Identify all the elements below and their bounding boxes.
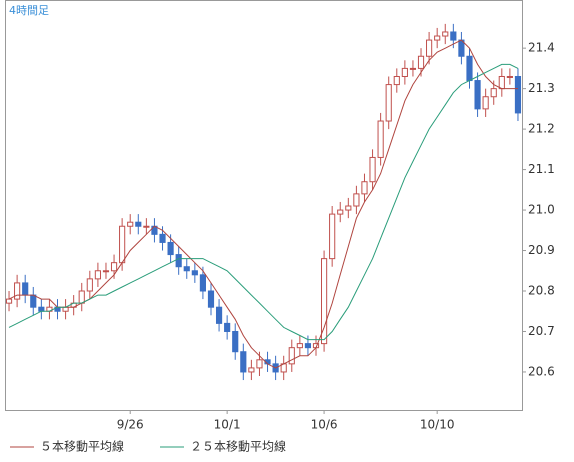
plot-area bbox=[5, 0, 523, 411]
legend-label: ２５本移動平均線 bbox=[190, 439, 286, 454]
candle-body bbox=[78, 290, 85, 304]
candle-body bbox=[442, 31, 449, 37]
candle-body bbox=[409, 67, 417, 70]
candle-body bbox=[329, 213, 336, 260]
candle-body bbox=[191, 270, 198, 276]
candle-body bbox=[304, 343, 312, 349]
candle-body bbox=[127, 221, 134, 227]
candle-body bbox=[62, 306, 69, 312]
candle-body bbox=[86, 278, 93, 292]
candle-body bbox=[377, 120, 384, 158]
candle-body bbox=[450, 31, 457, 41]
candle-body bbox=[248, 367, 255, 373]
candle-body bbox=[288, 347, 295, 365]
legend-label: ５本移動平均線 bbox=[40, 439, 124, 454]
candle-body bbox=[393, 75, 400, 86]
x-tick-label: 10/10 bbox=[420, 418, 455, 432]
candle-body bbox=[466, 55, 473, 82]
candle-body bbox=[119, 225, 126, 264]
candle-body bbox=[14, 282, 21, 300]
candle-body bbox=[321, 258, 328, 345]
y-tick-label: 21.0 bbox=[528, 203, 555, 217]
candle-body bbox=[199, 274, 206, 292]
candle-body bbox=[482, 96, 489, 110]
candle-body bbox=[434, 35, 441, 41]
y-tick-label: 21.1 bbox=[528, 162, 555, 176]
candle-body bbox=[506, 75, 513, 78]
y-tick-label: 21.2 bbox=[528, 122, 555, 136]
y-tick-label: 20.8 bbox=[528, 284, 555, 298]
y-tick-label: 20.9 bbox=[528, 243, 555, 257]
candle-body bbox=[232, 330, 239, 353]
candle-body bbox=[361, 181, 368, 195]
candle-body bbox=[224, 322, 231, 332]
candle-body bbox=[183, 266, 190, 272]
y-tick-label: 20.6 bbox=[528, 364, 555, 378]
y-tick-label: 20.7 bbox=[528, 324, 555, 338]
candle-body bbox=[110, 262, 118, 272]
chart-title: 4時間足 bbox=[9, 4, 49, 17]
candle-body bbox=[514, 75, 522, 114]
ma-line bbox=[8, 39, 518, 369]
candle-body bbox=[256, 359, 263, 369]
x-tick-label: 10/6 bbox=[311, 418, 338, 432]
y-tick-label: 21.4 bbox=[528, 41, 555, 55]
candle-body bbox=[474, 80, 481, 110]
candle-body bbox=[102, 270, 110, 273]
candle-body bbox=[207, 290, 215, 308]
x-tick-label: 9/26 bbox=[117, 418, 144, 432]
candle-body bbox=[296, 343, 303, 349]
candle-body bbox=[94, 270, 101, 280]
candle-body bbox=[215, 306, 223, 324]
candle-body bbox=[337, 209, 344, 215]
candle-body bbox=[135, 221, 142, 227]
candle-body bbox=[167, 241, 174, 256]
candle-body bbox=[38, 306, 45, 312]
candle-body bbox=[401, 67, 408, 77]
candle-body bbox=[369, 156, 376, 183]
candle-body bbox=[5, 298, 13, 304]
y-tick-label: 21.3 bbox=[528, 81, 555, 95]
candle-body bbox=[159, 233, 166, 243]
candle-body bbox=[143, 225, 150, 228]
x-tick-label: 10/1 bbox=[214, 418, 241, 432]
candle-body bbox=[353, 193, 360, 207]
candle-body bbox=[30, 294, 37, 308]
candle-body bbox=[498, 75, 505, 90]
candle-body bbox=[345, 205, 352, 211]
candle-body bbox=[490, 88, 497, 98]
candle-body bbox=[385, 84, 392, 122]
candle-body bbox=[417, 55, 425, 69]
ma-line bbox=[8, 63, 519, 341]
candle-body bbox=[240, 351, 247, 373]
candle-body bbox=[426, 39, 433, 57]
candle-body bbox=[175, 254, 182, 268]
candle-body bbox=[22, 282, 29, 296]
